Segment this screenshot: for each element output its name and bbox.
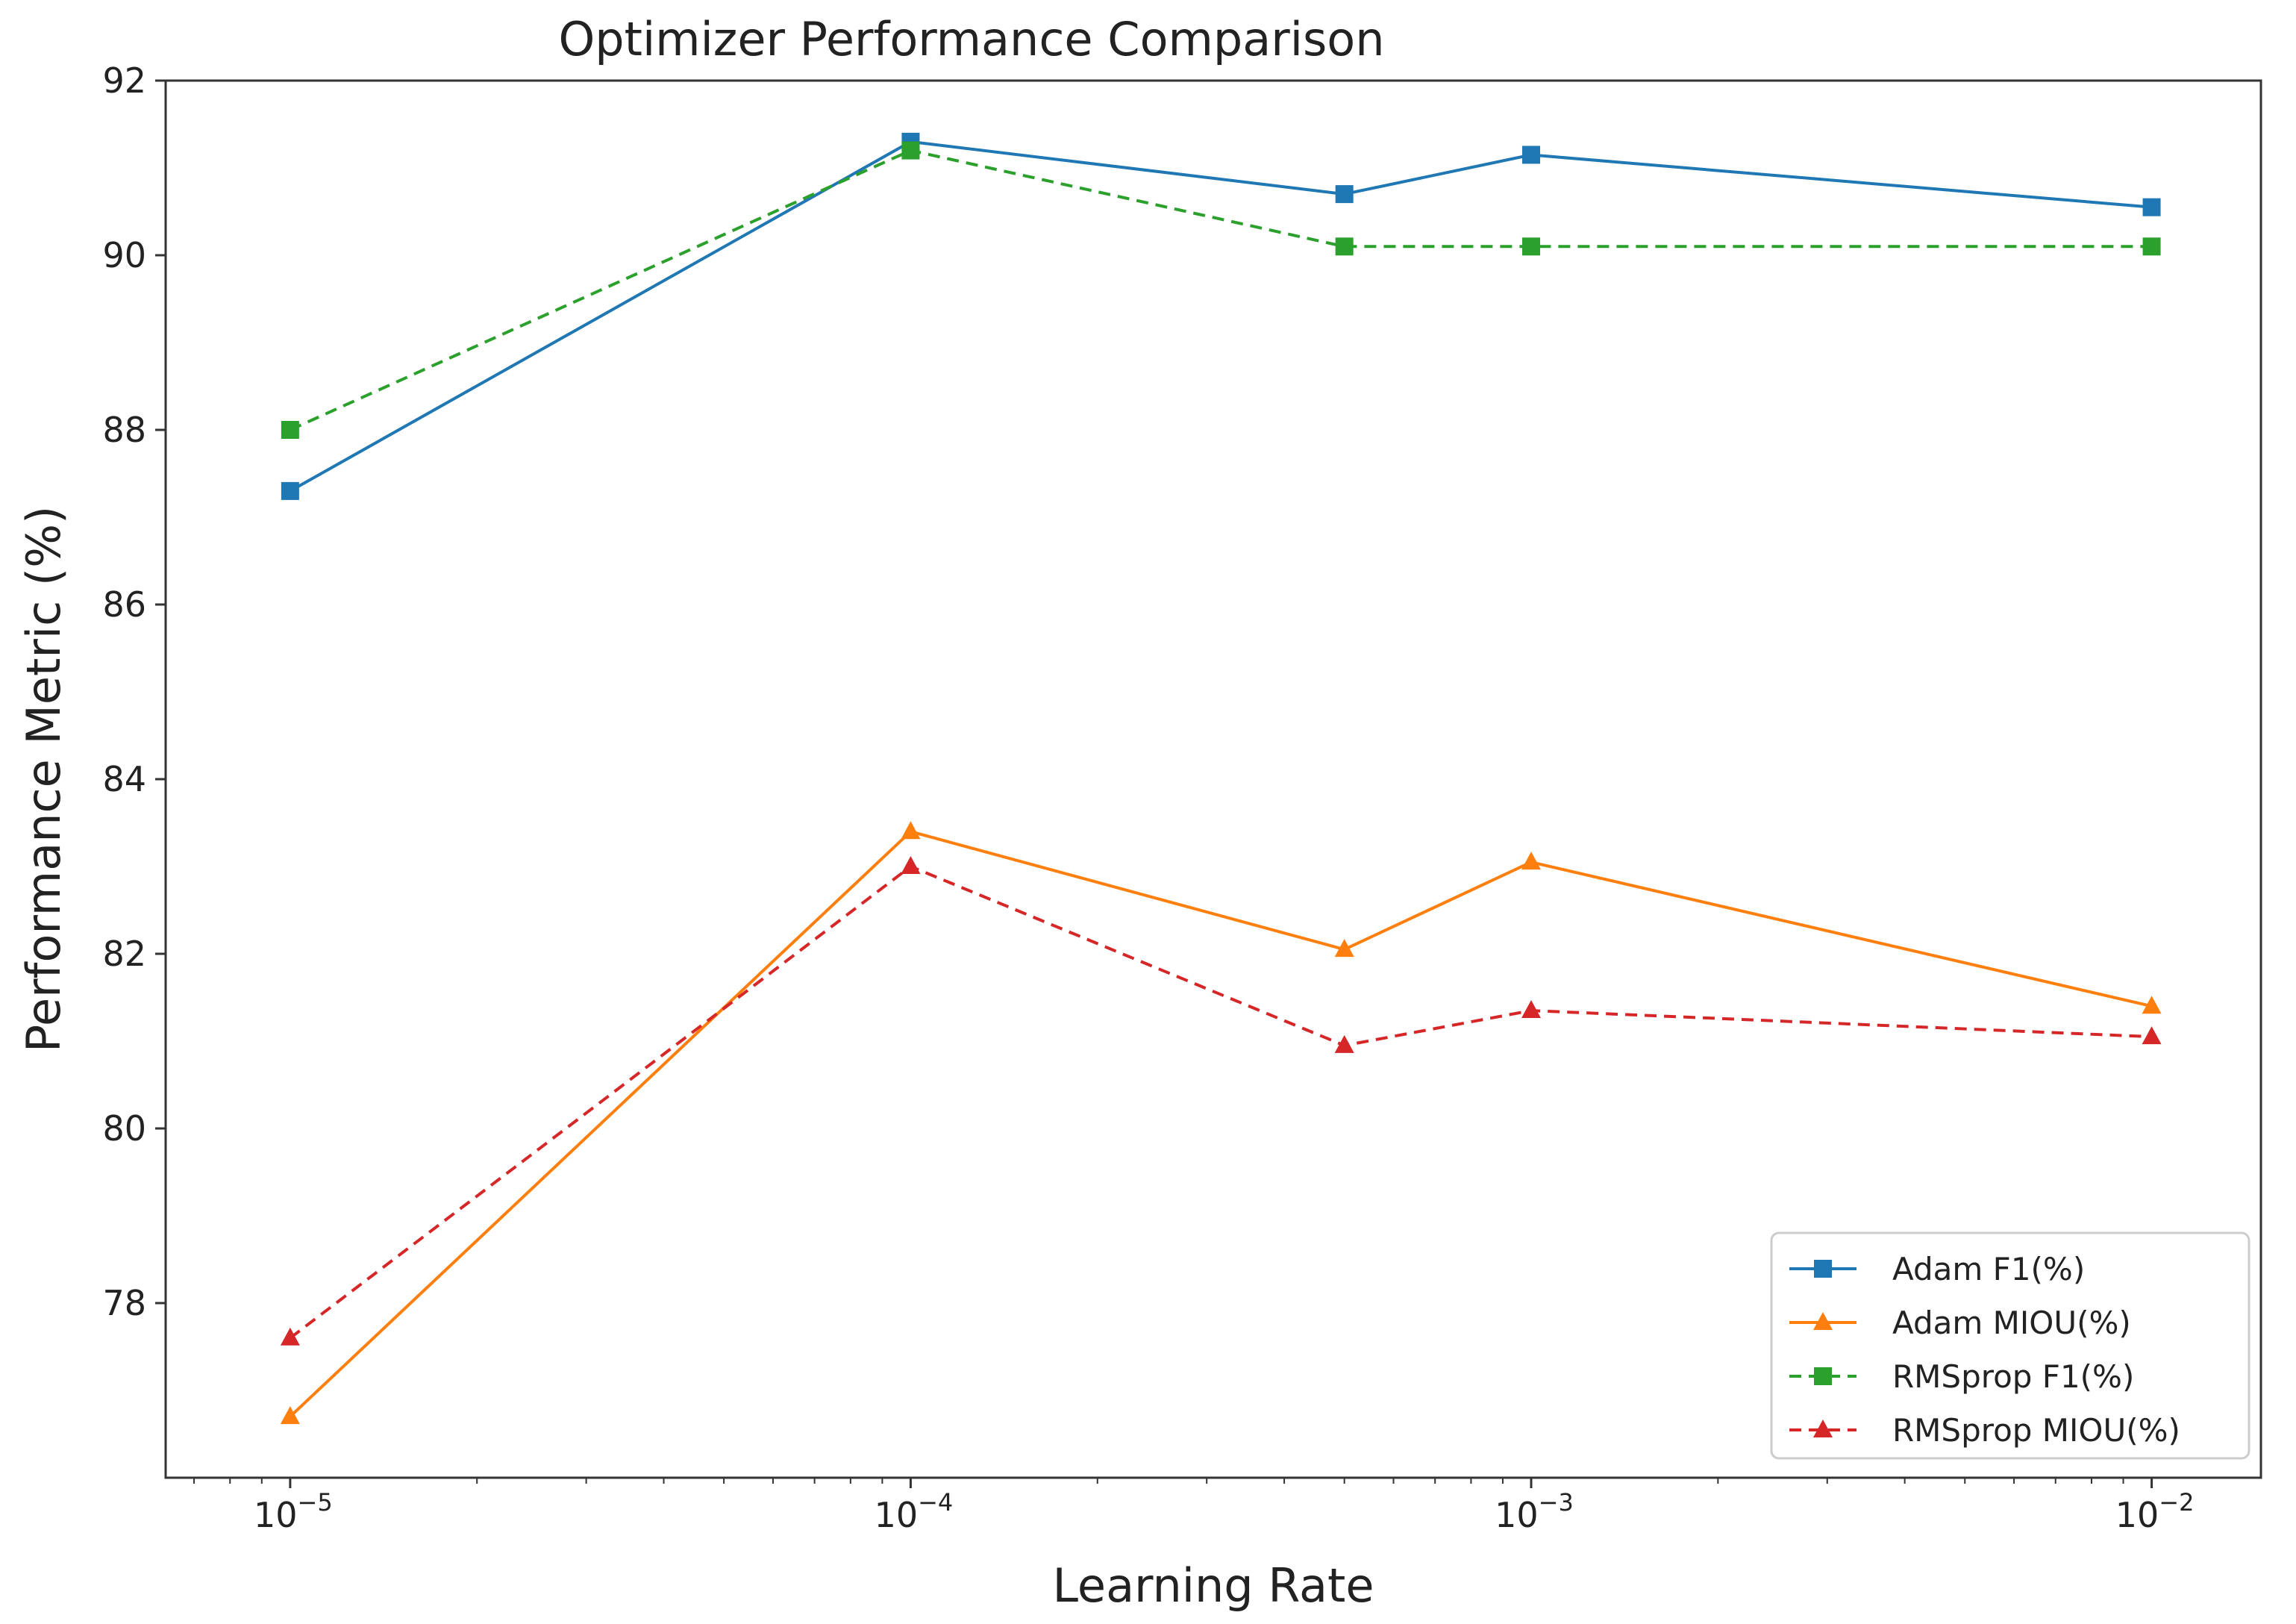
data-point-marker xyxy=(280,1406,300,1425)
data-point-marker xyxy=(2142,1026,2162,1045)
series-adam-miou xyxy=(280,821,2162,1425)
data-point-marker xyxy=(1521,852,1541,870)
data-point-marker xyxy=(1335,237,1354,256)
x-tick-label: 10−4 xyxy=(875,1488,954,1535)
x-tick-exponent: −5 xyxy=(298,1488,333,1517)
x-tick-base: 10 xyxy=(254,1495,298,1535)
data-point-marker xyxy=(1521,237,1540,256)
y-tick-label: 80 xyxy=(102,1108,146,1149)
legend-label: Adam MIOU(%) xyxy=(1892,1305,2131,1341)
legend-marker xyxy=(1814,1260,1832,1278)
data-point-marker xyxy=(1334,1034,1354,1053)
data-point-marker xyxy=(1521,146,1540,164)
data-point-marker xyxy=(1521,1000,1541,1019)
x-tick-base: 10 xyxy=(1495,1495,1539,1535)
legend-box xyxy=(1770,1231,2250,1460)
data-point-marker xyxy=(281,481,299,500)
y-axis-label: Performance Metric (%) xyxy=(16,506,71,1052)
series-rmsprop-miou xyxy=(280,856,2162,1346)
y-tick-label: 78 xyxy=(102,1283,146,1323)
x-tick-exponent: −4 xyxy=(918,1488,953,1517)
x-axis-label: Learning Rate xyxy=(1052,1558,1374,1613)
y-tick-label: 86 xyxy=(102,584,146,625)
data-point-marker xyxy=(901,821,921,840)
x-tick-exponent: −2 xyxy=(2159,1488,2194,1517)
legend-label: Adam F1(%) xyxy=(1892,1251,2085,1287)
data-point-marker xyxy=(1334,939,1354,958)
legend-marker xyxy=(1813,1312,1833,1330)
data-point-marker xyxy=(280,1327,300,1346)
data-point-marker xyxy=(2142,198,2161,216)
data-point-marker xyxy=(2142,237,2161,256)
series-line xyxy=(290,149,2152,431)
x-tick-label: 10−2 xyxy=(2115,1488,2195,1535)
y-tick-label: 84 xyxy=(102,759,146,799)
y-tick-label: 88 xyxy=(102,410,146,450)
y-axis: 78 80 82 84 86 88 90 92 xyxy=(102,60,166,1323)
y-tick-label: 90 xyxy=(102,235,146,275)
series-rmsprop-f1 xyxy=(281,141,2161,439)
legend: Adam F1(%) Adam MIOU(%) RMSprop F1(%) RMSpr… xyxy=(1770,1231,2250,1460)
x-axis: 10−5 10−4 10−3 10−2 xyxy=(193,1478,2195,1535)
x-tick-base: 10 xyxy=(875,1495,919,1535)
y-tick-label: 82 xyxy=(102,934,146,974)
data-point-marker xyxy=(901,856,921,874)
legend-label: RMSprop MIOU(%) xyxy=(1892,1412,2180,1449)
x-tick-base: 10 xyxy=(2115,1495,2159,1535)
legend-marker xyxy=(1814,1367,1832,1385)
legend-marker xyxy=(1813,1420,1833,1437)
data-point-marker xyxy=(281,421,299,439)
x-tick-label: 10−5 xyxy=(254,1488,333,1535)
x-tick-label: 10−3 xyxy=(1495,1488,1574,1535)
data-point-marker xyxy=(901,141,920,160)
data-point-marker xyxy=(2142,996,2162,1014)
data-point-marker xyxy=(1335,185,1354,204)
x-tick-exponent: −3 xyxy=(1539,1488,1574,1517)
chart-title: Optimizer Performance Comparison xyxy=(558,12,1384,66)
legend-label: RMSprop F1(%) xyxy=(1892,1358,2134,1395)
y-tick-label: 92 xyxy=(102,60,146,101)
series-layer xyxy=(280,132,2162,1425)
